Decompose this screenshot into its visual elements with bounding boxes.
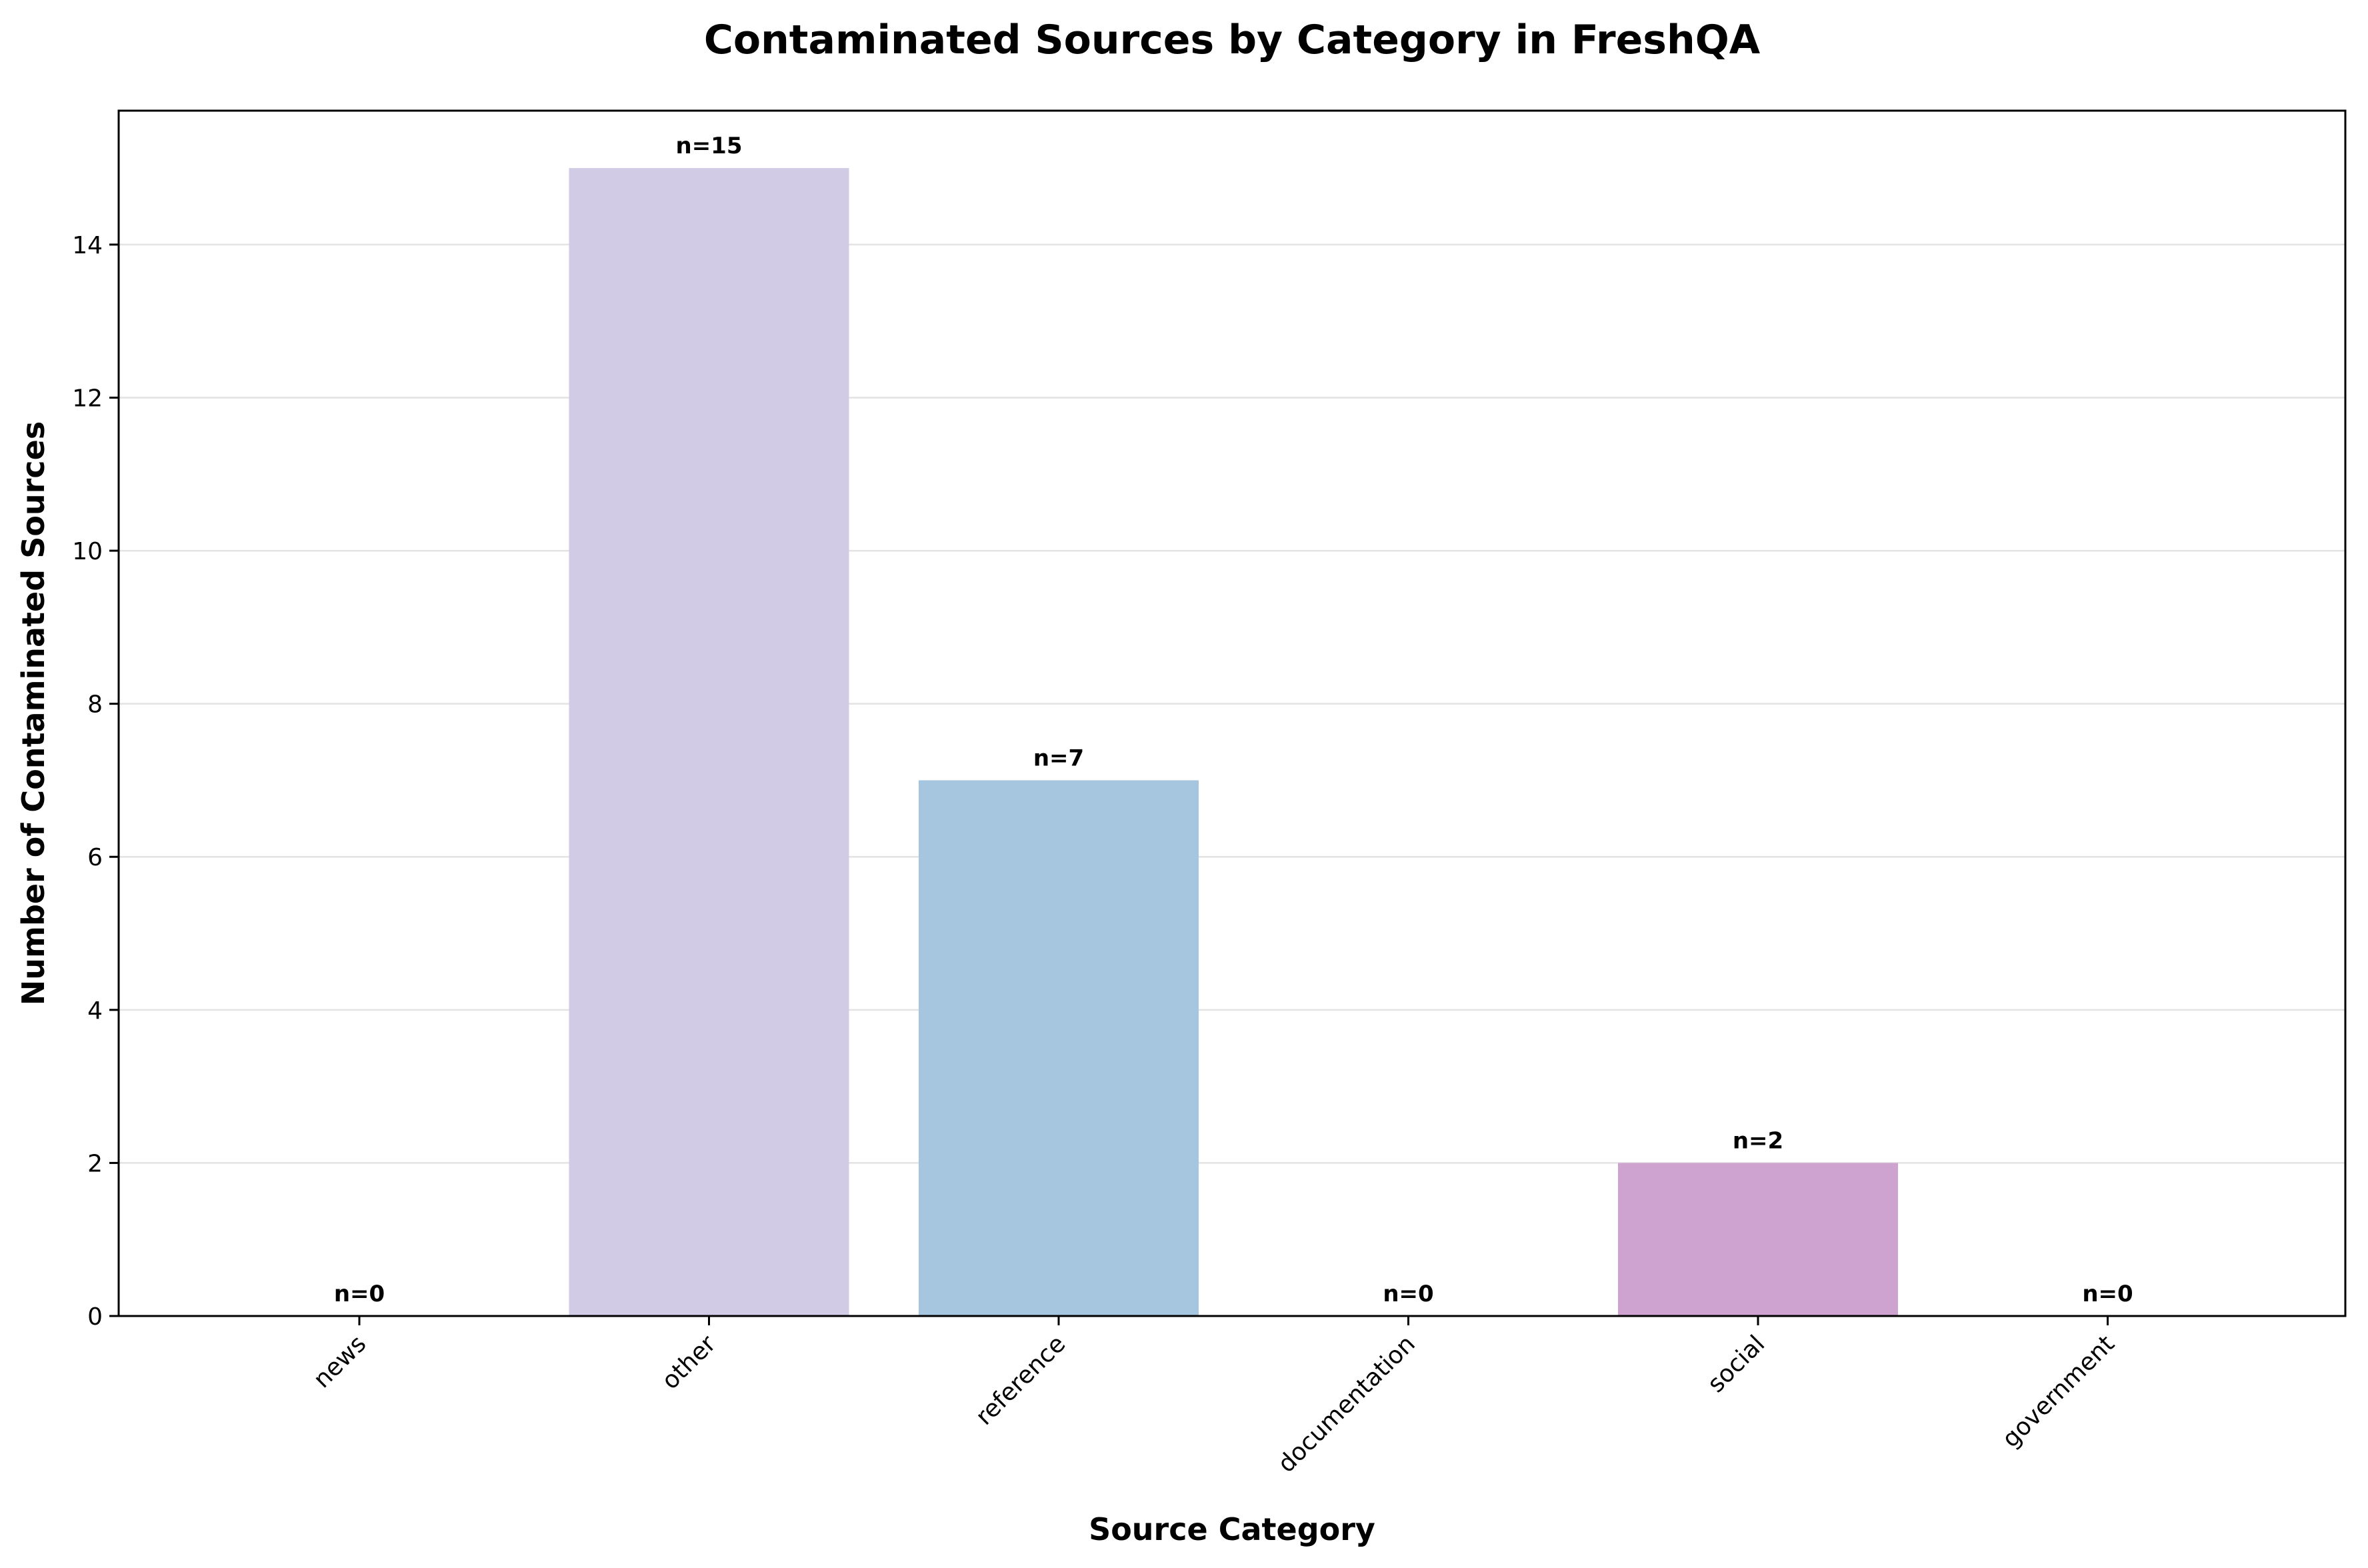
x-axis: news other reference documentation social gov… xyxy=(308,1316,2120,1478)
x-axis-label: Source Category xyxy=(1089,1511,1375,1547)
bars xyxy=(569,168,1898,1317)
y-axis-label: Number of Contaminated Sources xyxy=(15,421,51,1005)
chart-title: Contaminated Sources by Category in Fres… xyxy=(704,17,1761,63)
y-tick-label: 8 xyxy=(87,691,103,719)
gridlines xyxy=(119,243,2345,1317)
data-label-reference: n=7 xyxy=(1033,745,1084,771)
x-tick-label-other: other xyxy=(657,1330,721,1395)
y-tick-label: 2 xyxy=(87,1150,103,1177)
y-tick-label: 14 xyxy=(72,232,103,259)
bar-reference xyxy=(919,780,1199,1316)
data-label-news: n=0 xyxy=(334,1281,385,1307)
y-tick-label: 0 xyxy=(87,1303,103,1331)
bar-other xyxy=(569,168,849,1317)
x-tick-label-reference: reference xyxy=(971,1330,1071,1431)
x-tick-label-social: social xyxy=(1703,1330,1771,1398)
data-label-social: n=2 xyxy=(1733,1127,1783,1154)
data-label-other: n=15 xyxy=(675,133,742,159)
plot-frame xyxy=(117,109,2347,1317)
y-axis: 0 2 4 6 8 10 12 14 xyxy=(72,232,119,1331)
y-tick-label: 10 xyxy=(72,538,103,565)
data-labels: n=0 n=15 n=7 n=0 n=2 n=0 xyxy=(334,133,2133,1307)
bar-social xyxy=(1618,1163,1898,1316)
x-tick-label-documentation: documentation xyxy=(1273,1330,1421,1478)
data-label-government: n=0 xyxy=(2082,1281,2133,1307)
x-tick-label-news: news xyxy=(308,1330,371,1393)
y-tick-label: 4 xyxy=(87,997,103,1025)
y-tick-label: 12 xyxy=(72,385,103,412)
y-tick-label: 6 xyxy=(87,844,103,871)
data-label-documentation: n=0 xyxy=(1383,1281,1433,1307)
x-tick-label-government: government xyxy=(1997,1330,2120,1453)
